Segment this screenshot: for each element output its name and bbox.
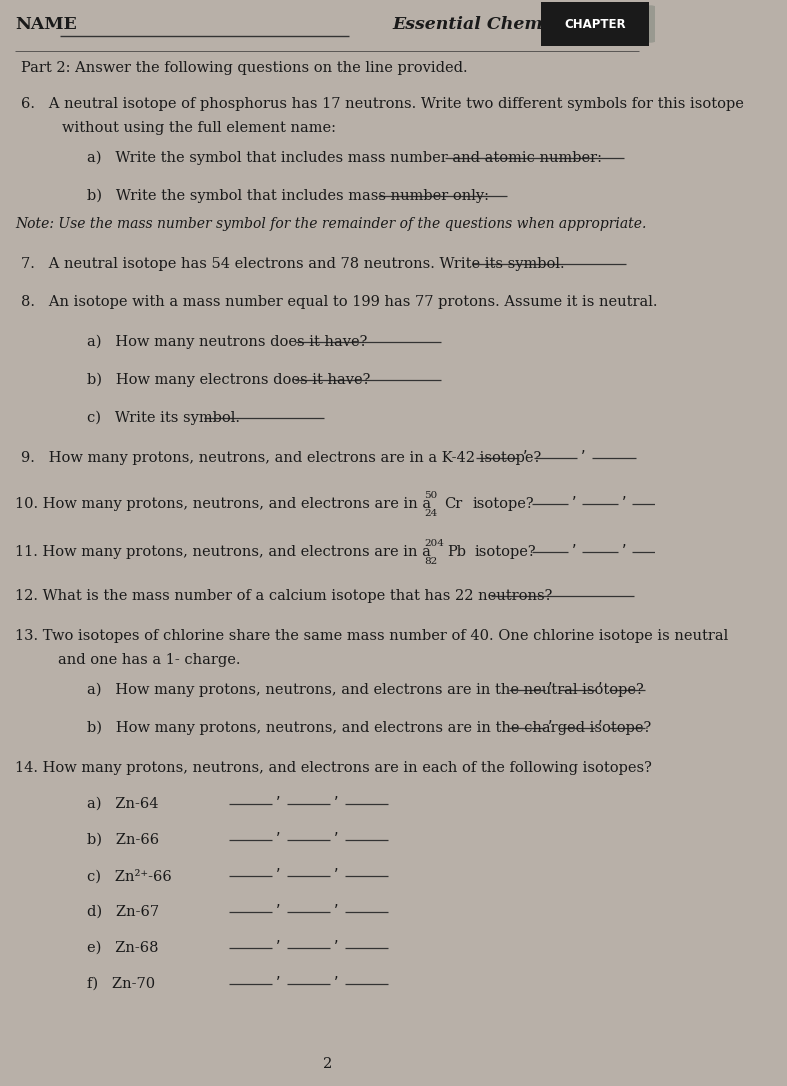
Text: Cr: Cr: [444, 497, 463, 512]
Text: a)   How many neutrons does it have?: a) How many neutrons does it have?: [87, 334, 368, 350]
Text: isotope?: isotope?: [474, 545, 536, 559]
Text: a)   Zn-64: a) Zn-64: [87, 797, 159, 811]
Text: 82: 82: [424, 556, 438, 566]
Text: 9.   How many protons, neutrons, and electrons are in a K-42 isotope?: 9. How many protons, neutrons, and elect…: [20, 451, 541, 465]
Text: and one has a 1- charge.: and one has a 1- charge.: [58, 653, 241, 667]
Text: Part 2: Answer the following questions on the line provided.: Part 2: Answer the following questions o…: [20, 61, 467, 75]
Text: f)   Zn-70: f) Zn-70: [87, 977, 156, 992]
Text: d)   Zn-67: d) Zn-67: [87, 905, 160, 919]
Text: ,: ,: [275, 822, 280, 837]
Text: 12. What is the mass number of a calcium isotope that has 22 neutrons?: 12. What is the mass number of a calcium…: [15, 589, 552, 603]
Text: NAME: NAME: [15, 15, 76, 33]
Text: ,: ,: [334, 786, 338, 801]
Text: 24: 24: [424, 508, 438, 518]
Text: e)   Zn-68: e) Zn-68: [87, 940, 159, 955]
Text: 204: 204: [424, 539, 444, 547]
Text: ,: ,: [275, 858, 280, 873]
Text: ,: ,: [622, 487, 626, 501]
Text: a)   Write the symbol that includes mass number and atomic number:: a) Write the symbol that includes mass n…: [87, 151, 602, 165]
Text: ,: ,: [334, 822, 338, 837]
Text: ,: ,: [571, 534, 576, 550]
Text: ,: ,: [334, 894, 338, 909]
Text: ,: ,: [523, 440, 527, 455]
Text: c)   Zn²⁺-66: c) Zn²⁺-66: [87, 869, 172, 883]
Text: ,: ,: [275, 967, 280, 981]
Text: ,: ,: [549, 710, 552, 725]
Text: without using the full element name:: without using the full element name:: [62, 121, 336, 135]
Text: 50: 50: [424, 491, 438, 500]
Text: 7.   A neutral isotope has 54 electrons and 78 neutrons. Write its symbol.: 7. A neutral isotope has 54 electrons an…: [20, 257, 564, 272]
Text: 14. How many protons, neutrons, and electrons are in each of the following isoto: 14. How many protons, neutrons, and elec…: [15, 761, 652, 775]
Text: 10. How many protons, neutrons, and electrons are in a: 10. How many protons, neutrons, and elec…: [15, 497, 431, 512]
Text: ,: ,: [581, 440, 586, 455]
Text: 11. How many protons, neutrons, and electrons are in a: 11. How many protons, neutrons, and elec…: [15, 545, 430, 559]
Text: 13. Two isotopes of chlorine share the same mass number of 40. One chlorine isot: 13. Two isotopes of chlorine share the s…: [15, 629, 728, 643]
FancyBboxPatch shape: [541, 2, 648, 46]
Text: ,: ,: [549, 672, 552, 687]
Text: 2: 2: [323, 1057, 332, 1071]
Text: 8.   An isotope with a mass number equal to 199 has 77 protons. Assume it is neu: 8. An isotope with a mass number equal t…: [20, 295, 657, 310]
Text: a)   How many protons, neutrons, and electrons are in the neutral isotope?: a) How many protons, neutrons, and elect…: [87, 683, 644, 697]
Text: ,: ,: [275, 786, 280, 801]
Text: ,: ,: [334, 858, 338, 873]
Text: 6.   A neutral isotope of phosphorus has 17 neutrons. Write two different symbol: 6. A neutral isotope of phosphorus has 1…: [20, 97, 744, 111]
Text: CHAPTER: CHAPTER: [564, 17, 626, 30]
Text: b)   How many protons, neutrons, and electrons are in the charged isotope?: b) How many protons, neutrons, and elect…: [87, 721, 652, 735]
Text: ,: ,: [571, 487, 576, 501]
Text: ,: ,: [622, 534, 626, 550]
Text: ,: ,: [275, 894, 280, 909]
Text: b)   Write the symbol that includes mass number only:: b) Write the symbol that includes mass n…: [87, 189, 490, 203]
Text: ,: ,: [598, 710, 603, 725]
Text: Note: Use the mass number symbol for the remainder of the questions when appropr: Note: Use the mass number symbol for the…: [15, 217, 646, 231]
Text: ,: ,: [334, 967, 338, 981]
Text: ,: ,: [598, 672, 603, 687]
Text: ,: ,: [275, 930, 280, 945]
Text: isotope?: isotope?: [472, 497, 534, 512]
Text: b)   How many electrons does it have?: b) How many electrons does it have?: [87, 372, 371, 388]
Circle shape: [636, 7, 666, 42]
Text: b)   Zn-66: b) Zn-66: [87, 833, 160, 847]
Text: Pb: Pb: [448, 545, 467, 559]
Text: Essential Chemistry: Essential Chemistry: [393, 15, 587, 33]
Text: ,: ,: [334, 930, 338, 945]
Text: c)   Write its symbol.: c) Write its symbol.: [87, 411, 240, 426]
